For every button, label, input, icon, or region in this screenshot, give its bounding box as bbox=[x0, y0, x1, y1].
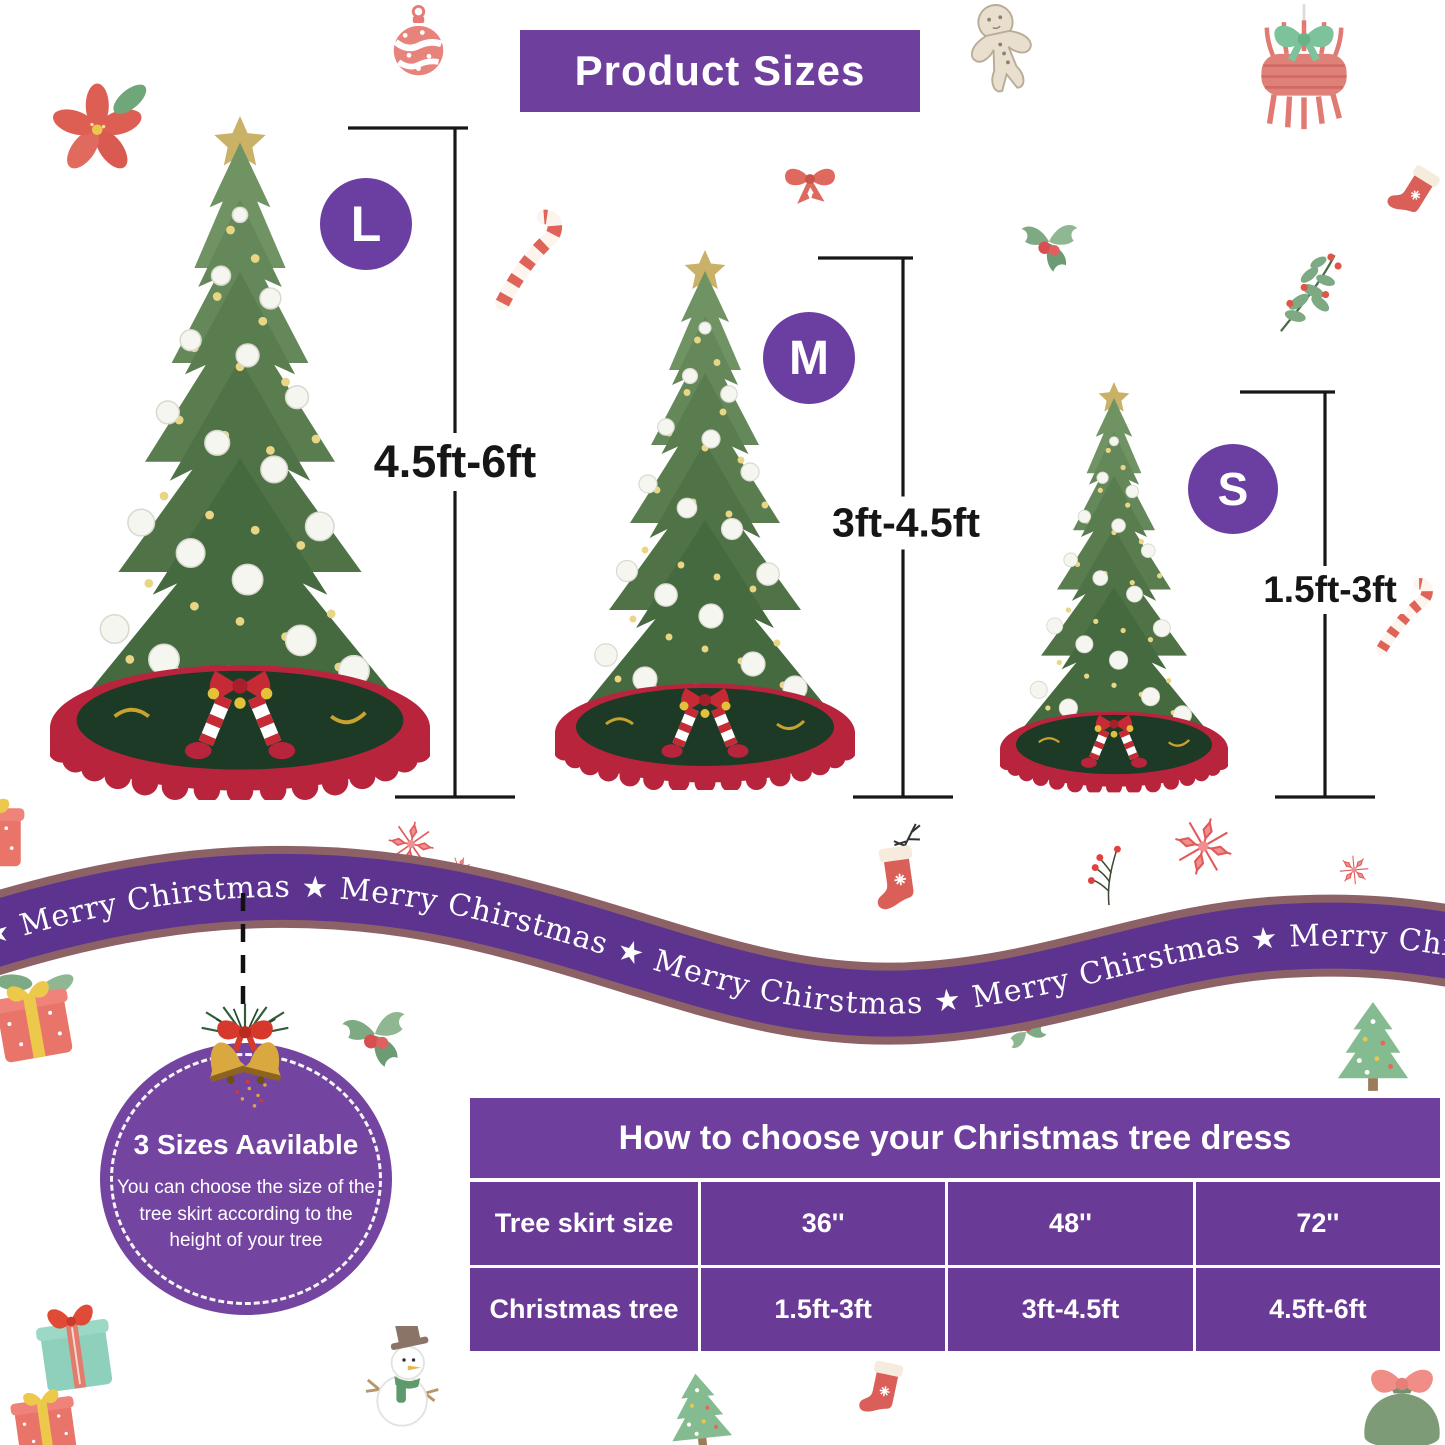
red-snowflake-icon bbox=[1166, 810, 1240, 883]
skirt-size-value: 48'' bbox=[948, 1182, 1193, 1265]
stocking-with-twig-icon bbox=[869, 823, 921, 912]
sizes-available-line: tree skirt according to the bbox=[139, 1203, 353, 1225]
red-stocking-icon bbox=[1384, 159, 1442, 223]
height-range-small: 1.5ft-3ft bbox=[1253, 566, 1407, 614]
size-badge-small: S bbox=[1188, 444, 1278, 534]
sizes-available-title: 3 Sizes Aavilable bbox=[133, 1129, 359, 1160]
height-range-medium: 3ft-4.5ft bbox=[821, 496, 991, 550]
snowman-icon bbox=[364, 1326, 440, 1428]
holly-icon bbox=[341, 1010, 412, 1072]
size-table-title: How to choose your Christmas tree dress bbox=[470, 1098, 1440, 1178]
measurement-lines bbox=[348, 126, 1375, 799]
size-badge-large: L bbox=[320, 178, 412, 270]
christmas-tree-small bbox=[994, 382, 1235, 795]
size-table-grid: Tree skirt size 36'' 48'' 72'' Christmas… bbox=[470, 1178, 1440, 1351]
sizes-available-line: height of your tree bbox=[169, 1230, 323, 1251]
red-gift-icon bbox=[0, 798, 25, 867]
leaf-berry-sprig-icon bbox=[1279, 252, 1343, 333]
red-snowflake-icon bbox=[1332, 848, 1376, 892]
red-bauble-icon bbox=[394, 6, 443, 75]
size-badge-medium: M bbox=[763, 312, 855, 404]
tree-height-value: 1.5ft-3ft bbox=[701, 1268, 946, 1351]
red-stocking-icon bbox=[857, 1357, 905, 1419]
gingerbread-man-icon bbox=[961, 0, 1041, 97]
jingle-bells-icon bbox=[180, 1000, 310, 1112]
sizes-available-badge: 3 Sizes Aavilable You can choose the siz… bbox=[100, 1043, 392, 1315]
row-header-tree-height: Christmas tree bbox=[470, 1268, 698, 1351]
fringe-ornament-icon bbox=[1261, 4, 1346, 129]
berry-twig-icon bbox=[1087, 844, 1122, 906]
mini-tree-icon bbox=[1337, 1002, 1409, 1091]
gift-sack-icon bbox=[1364, 1369, 1440, 1445]
red-gift-icon bbox=[8, 1386, 81, 1445]
poinsettia-icon bbox=[50, 79, 152, 174]
holly-icon bbox=[1021, 225, 1078, 272]
red-bow-icon bbox=[785, 169, 835, 199]
mini-tree-icon bbox=[665, 1370, 734, 1445]
skirt-size-value: 36'' bbox=[701, 1182, 946, 1265]
candy-cane-icon bbox=[502, 212, 557, 311]
size-table: How to choose your Christmas tree dress … bbox=[470, 1098, 1440, 1351]
height-range-large: 4.5ft-6ft bbox=[363, 433, 547, 491]
tree-height-value: 4.5ft-6ft bbox=[1195, 1268, 1440, 1351]
teal-gift-icon bbox=[32, 1300, 118, 1394]
page-title: Product Sizes bbox=[520, 30, 920, 112]
corner-gifts-icon bbox=[0, 974, 78, 1064]
skirt-size-value: 72'' bbox=[1195, 1182, 1440, 1265]
tree-height-value: 3ft-4.5ft bbox=[948, 1268, 1193, 1351]
sizes-available-line: You can choose the size of the bbox=[116, 1177, 376, 1198]
row-header-skirt-size: Tree skirt size bbox=[470, 1182, 698, 1265]
